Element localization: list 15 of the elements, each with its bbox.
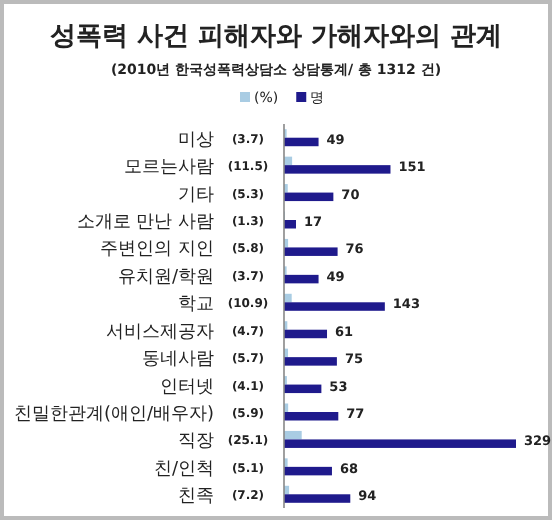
y-tick-label: 친밀한관계(애인/배우자) [13, 405, 214, 425]
y-tick-label: 동네사람 [142, 350, 214, 371]
y-tick-label: 주변인의 지인 [100, 240, 214, 261]
y-tick-label: 인터넷 [160, 377, 214, 398]
y-tick-label: 서비스제공자 [106, 322, 214, 343]
y-tick-label: 모르는사람 [124, 158, 214, 179]
y-tick-label: 소개로 만난 사람 [76, 213, 214, 233]
y-tick-label: 미상 [178, 130, 214, 151]
y-tick-label: 친/인척 [153, 459, 214, 480]
y-tick-label: 직장 [178, 432, 214, 453]
y-tick-label: 기타 [178, 185, 214, 206]
y-tick-label: 학교 [178, 295, 214, 316]
y-tick-label: 유치원/학원 [117, 267, 214, 288]
chart-title: 성폭력 사건 피해자와 가해자와의 관계 [49, 22, 503, 52]
y-tick-label: 친족 [178, 487, 214, 508]
